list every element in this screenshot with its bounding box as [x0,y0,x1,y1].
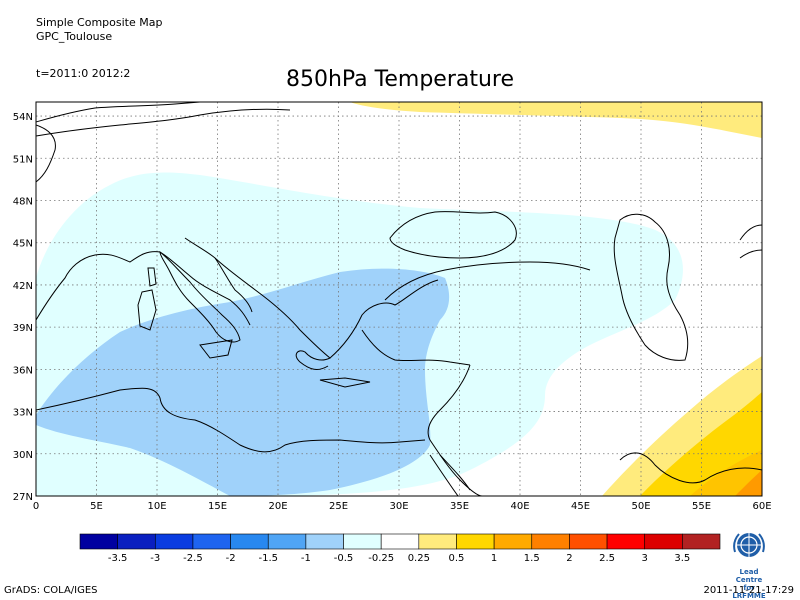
anomaly-region-light-blue [36,268,450,496]
latitude-label: 42N [13,281,33,292]
colorbar-label: 3.5 [674,553,690,564]
coastline-western-europe [36,102,251,326]
longitude-label: 10E [147,501,166,512]
longitude-label: 40E [510,501,529,512]
colorbar-label: 3 [642,553,648,564]
colorbar-swatch [267,533,307,550]
coastline-crete [319,377,371,388]
coastline-caspian-sea [613,213,689,361]
colorbar-swatch [644,533,683,550]
coastline-black-sea [389,211,517,259]
colorbar-label: -0.5 [334,553,354,564]
longitude-label: 50E [631,501,650,512]
colorbar-label: -1.5 [258,553,278,564]
generation-timestamp: 2011-11-21-17:29 [703,585,794,596]
logo-caption-line2: for LRFMME [732,584,766,600]
latitude-label: 54N [13,112,33,123]
colorbar-label: 2.5 [599,553,615,564]
anomaly-region-top-warm [350,102,762,138]
latitude-label: 27N [13,492,33,503]
map-title: 850hPa Temperature [285,67,515,92]
time-range-label: t=2011:0 2012:2 [36,67,131,80]
colorbar-swatch [682,533,721,550]
anomaly-fields [36,102,762,496]
coastline-persian-gulf [619,452,762,484]
colorbar-label: 1 [491,553,497,564]
latitude-label: 48N [13,197,33,208]
colorbar-label: -3.5 [108,553,128,564]
colorbar-swatch [380,533,420,550]
longitude-label: 55E [692,501,711,512]
colorbar-label: -2 [226,553,236,564]
coastline-north-africa [36,387,426,453]
map-source-label: Simple Composite Map [36,16,163,29]
wmo-emblem-icon [733,533,765,557]
coastline-red-sea [429,454,471,496]
latitude-label: 39N [13,323,33,334]
colorbar-swatch [531,533,570,550]
coastline-balkans [214,257,439,370]
colorbar-swatch [230,533,269,550]
longitude-label: 60E [752,501,771,512]
colorbar: -3.5 -3 -2.5 -2 -1.5 -1 -0.5 -0.25 0.25 0.5 1 1.5 2 2… [79,533,721,564]
colorbar-label: 1.5 [524,553,540,564]
latitude-label: 51N [13,154,33,165]
longitude-label: 30E [389,501,408,512]
colorbar-swatch [154,533,194,550]
longitude-label: 5E [90,501,103,512]
colorbar-swatch [305,533,344,550]
colorbar-swatch [569,533,608,550]
colorbar-label: 2 [566,553,572,564]
coastline-eastern-edge [739,224,762,259]
latitude-label: 33N [13,408,33,419]
logo-caption-line1: Lead Centre [735,568,763,584]
longitude-label: 45E [571,501,590,512]
longitude-label: 15E [208,501,227,512]
coastline-corsica [147,267,157,287]
coastline-turkey [361,261,591,366]
latitude-label: 30N [13,450,33,461]
colorbar-swatch [418,533,457,550]
wmo-logo: Lead Centre for LRFMME [726,530,772,600]
colorbar-label: -0.25 [368,553,394,564]
colorbar-swatch [343,533,382,550]
axis-labels: 0 5E 10E 15E 20E 25E 30E 35E 40E 45E 50E 55E 60E 54N 5… [13,112,772,512]
colorbar-label: 0.25 [408,553,430,564]
coastline-northern-europe [36,108,291,137]
software-credit: GrADS: COLA/IGES [4,585,98,596]
colorbar-swatch [456,533,495,550]
colorbar-label: 0.5 [449,553,465,564]
colorbar-swatch [606,533,646,550]
colorbar-swatch [493,533,533,550]
colorbar-swatch [79,533,118,550]
colorbar-swatch [192,533,231,550]
coastlines [36,102,762,496]
map-frame [35,101,763,497]
colorbar-label: -1 [301,553,311,564]
coastline-sicily [199,339,233,359]
longitude-label: 0 [33,501,39,512]
longitude-label: 20E [268,501,287,512]
colorbar-label: -2.5 [183,553,203,564]
latitude-label: 36N [13,365,33,376]
latitude-label: 45N [13,239,33,250]
longitude-label: 35E [450,501,469,512]
center-label: GPC_Toulouse [36,30,113,43]
anomaly-region-se-gold [690,450,762,496]
colorbar-label: -3 [150,553,160,564]
coastline-sardinia [137,289,157,331]
anomaly-region-se-orange [735,470,762,496]
colorbar-swatch [117,533,156,550]
longitude-label: 25E [329,501,348,512]
